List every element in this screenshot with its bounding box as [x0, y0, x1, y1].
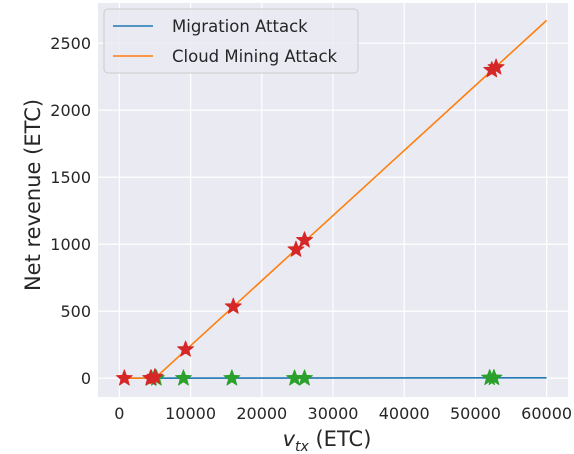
data-point — [174, 369, 192, 386]
x-tick-label: 40000 — [379, 404, 430, 423]
data-point — [177, 340, 195, 357]
legend-label: Cloud Mining Attack — [172, 47, 338, 66]
data-point — [487, 58, 505, 75]
y-axis-label: Net revenue (ETC) — [21, 99, 45, 291]
x-tick-label: 30000 — [308, 404, 359, 423]
legend-label: Migration Attack — [172, 17, 308, 36]
y-tick-label: 0 — [81, 369, 91, 388]
data-point — [223, 369, 241, 386]
y-tick-label: 1500 — [50, 168, 91, 187]
data-point — [296, 231, 313, 248]
data-point — [146, 368, 164, 385]
x-axis-label: vtx (ETC) — [283, 427, 372, 454]
x-tick-label: 60000 — [521, 404, 572, 423]
data-point — [115, 369, 133, 386]
legend-box — [103, 8, 359, 74]
y-tick-label: 1000 — [50, 235, 91, 254]
x-tick-label: 0 — [114, 404, 124, 423]
x-tick-label: 50000 — [450, 404, 501, 423]
y-tick-labels: 0 500 1000 1500 2000 2500 — [50, 34, 91, 388]
data-point — [287, 240, 305, 257]
x-tick-label: 10000 — [165, 404, 216, 423]
x-tick-labels: 0 10000 20000 30000 40000 50000 60000 — [114, 404, 572, 423]
x-tick-label: 20000 — [236, 404, 287, 423]
y-tick-label: 2500 — [50, 34, 91, 53]
data-point — [296, 369, 313, 386]
data-point — [224, 297, 242, 314]
y-tick-label: 500 — [60, 302, 91, 321]
y-tick-label: 2000 — [50, 101, 91, 120]
legend: Migration Attack Cloud Mining Attack — [103, 8, 359, 74]
data-markers — [115, 58, 505, 386]
data-point — [485, 368, 503, 386]
